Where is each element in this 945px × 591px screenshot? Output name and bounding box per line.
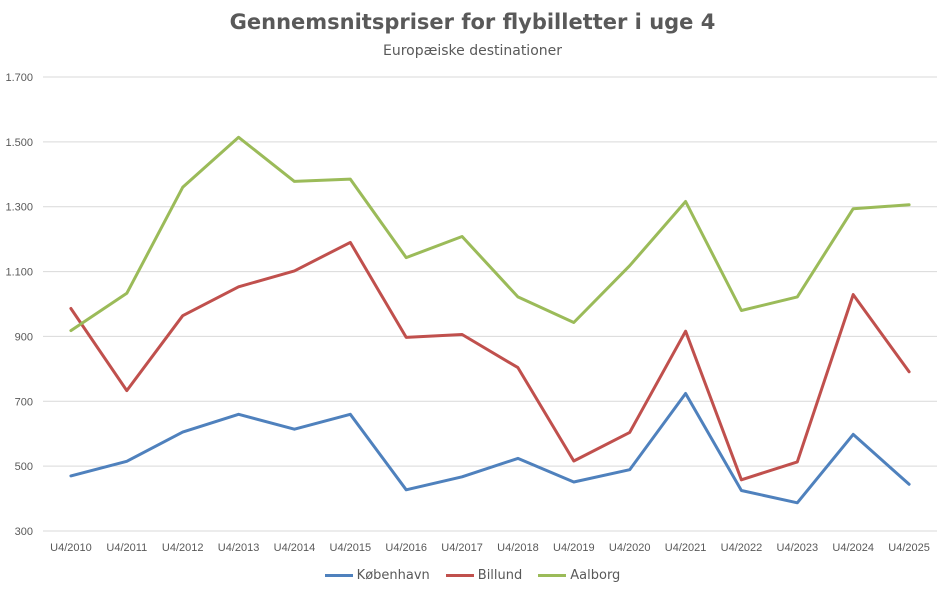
x-tick-label: U4/2011 (106, 542, 147, 554)
x-tick-label: U4/2017 (441, 542, 483, 554)
y-tick-label: 1.500 (5, 137, 33, 149)
chart-subtitle: Europæiske destinationer (382, 43, 563, 59)
series-line-aalborg (69, 135, 911, 333)
x-tick-label: U4/2024 (832, 542, 874, 554)
legend: København Billund Aalborg (0, 568, 945, 583)
x-tick-label: U4/2021 (665, 542, 707, 554)
chart-title: Gennemsnitspriser for flybilletter i uge… (229, 10, 716, 34)
x-tick-label: U4/2022 (721, 542, 763, 554)
x-tick-label: U4/2025 (888, 542, 930, 554)
legend-item: Aalborg (538, 568, 620, 583)
x-tick-label: U4/2019 (553, 542, 595, 554)
x-tick-label: U4/2023 (777, 542, 819, 554)
x-tick-label: U4/2016 (385, 542, 427, 554)
y-tick-label: 300 (15, 526, 33, 538)
x-tick-label: U4/2010 (50, 542, 92, 554)
x-tick-label: U4/2020 (609, 542, 651, 554)
x-tick-label: U4/2012 (162, 542, 204, 554)
x-tick-label: U4/2014 (274, 542, 316, 554)
y-tick-label: 900 (15, 331, 33, 343)
y-tick-label: 700 (15, 396, 33, 408)
y-tick-label: 1.100 (5, 267, 33, 279)
legend-swatch (538, 574, 567, 577)
y-tick-label: 1.700 (5, 72, 33, 84)
x-tick-label: U4/2015 (330, 542, 372, 554)
series-line-billund (69, 240, 911, 482)
legend-swatch (445, 574, 474, 577)
series-line-k-benhavn (69, 392, 911, 505)
y-tick-label: 1.300 (5, 202, 33, 214)
legend-label: Aalborg (570, 568, 621, 583)
legend-item: København (324, 568, 430, 583)
legend-label: Billund (477, 568, 523, 583)
x-tick-label: U4/2018 (497, 542, 539, 554)
x-tick-label: U4/2013 (218, 542, 260, 554)
y-tick-label: 500 (15, 461, 33, 473)
legend-item: Billund (445, 568, 523, 583)
legend-swatch (324, 574, 353, 577)
legend-label: København (356, 568, 430, 583)
